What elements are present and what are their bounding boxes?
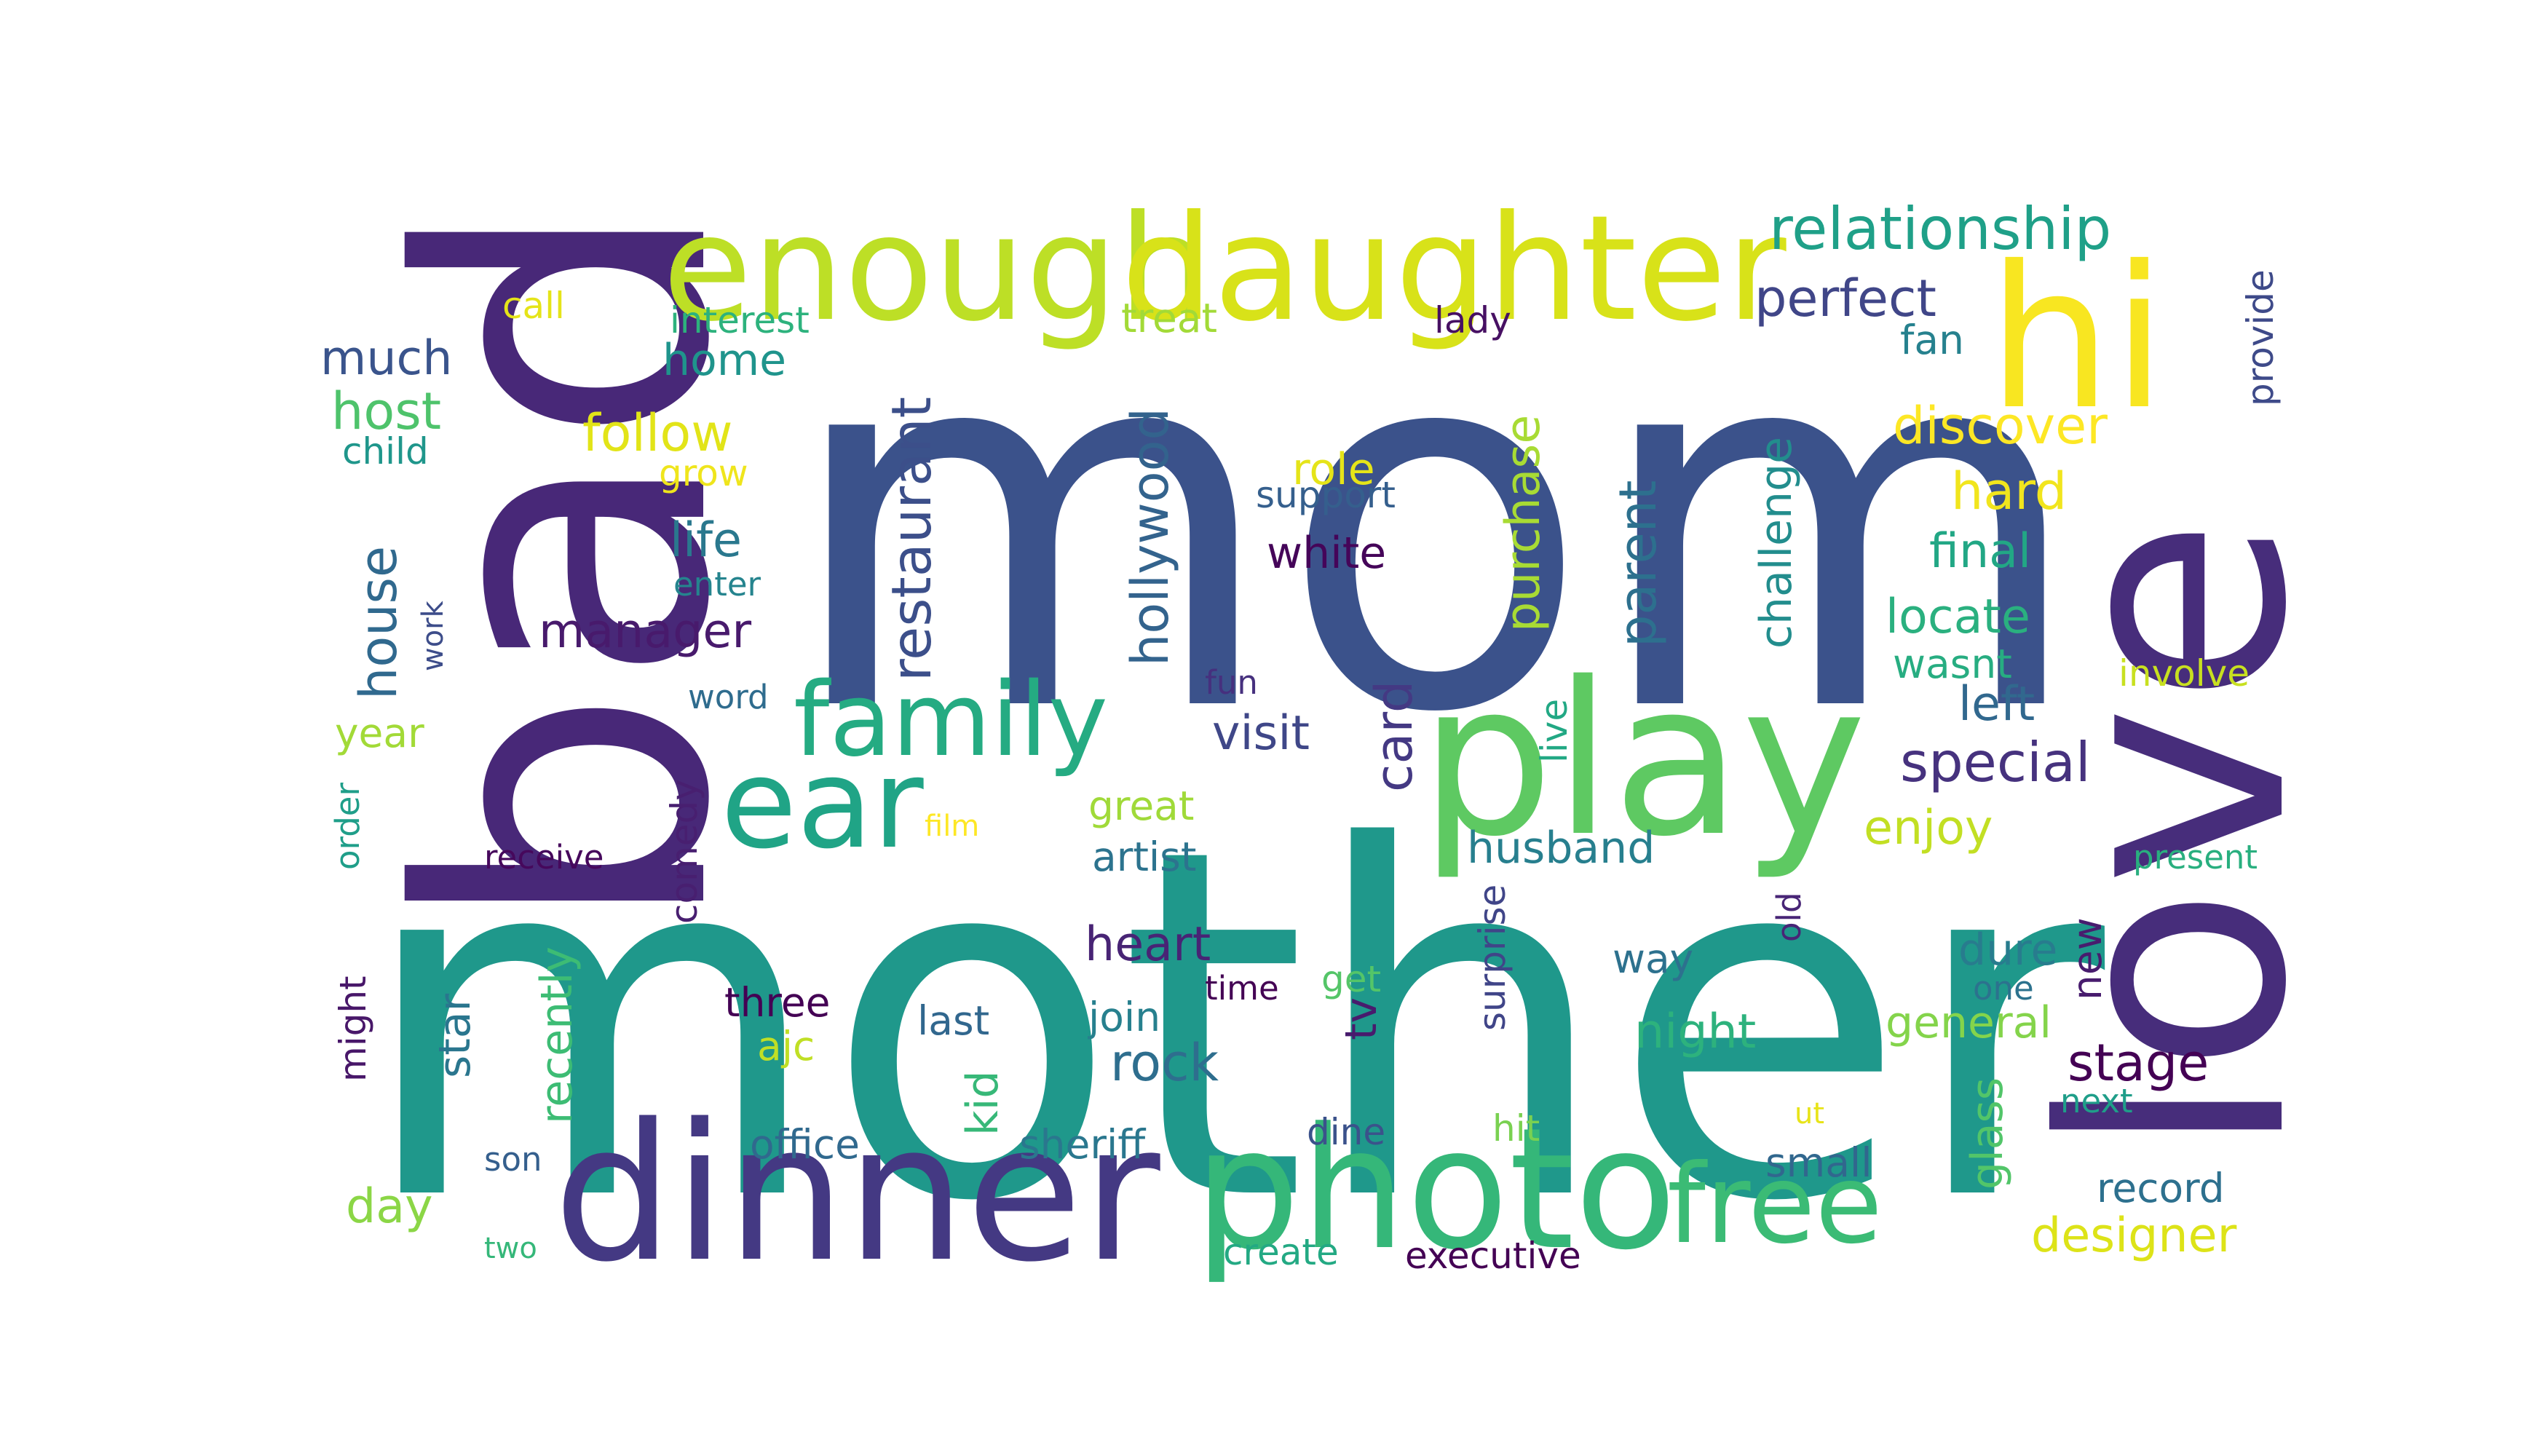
word-general: general [1886,997,2052,1048]
word-role: role [1292,444,1375,495]
word-wasnt: wasnt [1893,641,2012,687]
word-photo: photo [1194,1093,1677,1287]
word-mom: mom [783,231,2088,824]
word-day: day [346,1179,433,1234]
word-stage: stage [2068,1033,2209,1093]
word-hit: hit [1492,1107,1540,1150]
word-locate: locate [1886,590,2030,644]
word-challenge: challenge [1751,436,1802,649]
word-son: son [484,1140,542,1179]
word-lady: lady [1434,299,1511,341]
word-year: year [335,710,424,756]
word-restaurant: restaurant [879,396,943,681]
word-office: office [750,1121,860,1168]
word-time: time [1205,969,1279,1008]
word-join: join [1088,994,1161,1040]
word-rock: rock [1110,1033,1219,1093]
word-mother: mother [357,746,2105,1306]
word-film: film [925,810,980,843]
word-next: next [2060,1082,2133,1120]
word-last: last [917,997,990,1044]
word-dinner: dinner [553,1084,1160,1304]
word-dine: dine [1307,1111,1386,1153]
word-star: star [430,993,480,1078]
word-hard: hard [1951,462,2068,521]
word-two: two [484,1232,537,1265]
word-enter: enter [673,565,761,604]
word-grow: grow [659,452,748,494]
word-white: white [1267,528,1387,579]
word-card: card [1364,680,1424,792]
word-designer: designer [2031,1208,2237,1263]
word-relationship: relationship [1769,195,2112,263]
word-get: get [1321,958,1382,1000]
word-perfect: perfect [1754,269,1936,328]
word-live: live [1533,698,1575,763]
word-sheriff: sheriff [1019,1121,1146,1168]
word-fun: fun [1205,663,1258,702]
word-small: small [1765,1139,1872,1186]
word-treat: treat [1121,295,1218,341]
word-much: much [320,331,453,386]
word-purchase: purchase [1496,414,1551,632]
word-executive: executive [1405,1235,1581,1277]
word-ear: ear [721,732,924,877]
word-word: word [688,678,769,716]
word-discover: discover [1893,396,2108,456]
word-family: family [794,661,1109,780]
word-life: life [670,513,742,568]
word-interest: interest [670,299,810,341]
word-old: old [1770,892,1808,942]
word-fan: fan [1900,317,1964,363]
word-ajc: ajc [757,1023,815,1069]
word-play: play [1420,638,1867,883]
word-hollywood: hollywood [1120,408,1180,666]
word-artist: artist [1092,834,1197,880]
word-heart: heart [1085,917,1211,972]
word-host: host [331,381,442,441]
word-hi: hi [1987,223,2167,453]
word-recently: recently [531,946,582,1124]
word-tv: tv [1336,997,1387,1040]
word-surprise: surprise [1471,884,1514,1031]
word-child: child [342,430,429,472]
word-left: left [1958,677,2035,732]
word-visit: visit [1212,706,1310,761]
word-provide: provide [2239,269,2282,406]
word-house: house [349,545,408,700]
word-work: work [416,601,450,671]
word-order: order [328,783,367,870]
word-three: three [724,979,831,1026]
word-receive: receive [484,838,604,877]
word-glass: glass [1962,1077,2013,1190]
word-dure: dure [1958,925,2058,976]
word-great: great [1088,783,1195,829]
word-involve: involve [2118,652,2250,695]
word-final: final [1929,524,2032,579]
word-way: way [1613,935,1694,982]
word-daughter: daughter [1121,184,1787,354]
word-parent: parent [1608,480,1668,647]
word-enough: enough [662,184,1211,354]
word-follow: follow [582,403,733,463]
word-new: new [2064,917,2110,1000]
word-ut: ut [1795,1097,1825,1131]
word-one: one [1973,969,2034,1008]
word-support: support [1256,474,1396,516]
word-kid: kid [957,1070,1008,1136]
word-enjoy: enjoy [1864,801,1993,855]
word-home: home [662,335,787,386]
word-free: free [1667,1142,1883,1268]
word-special: special [1900,730,2091,794]
word-record: record [2097,1165,2225,1211]
word-create: create [1223,1231,1339,1273]
word-might: might [332,976,374,1082]
word-present: present [2133,838,2258,877]
word-night: night [1634,1005,1757,1059]
word-husband: husband [1467,823,1655,874]
word-call: call [502,285,565,327]
word-manager: manager [539,604,752,659]
word-comedy: comedy [663,779,705,924]
